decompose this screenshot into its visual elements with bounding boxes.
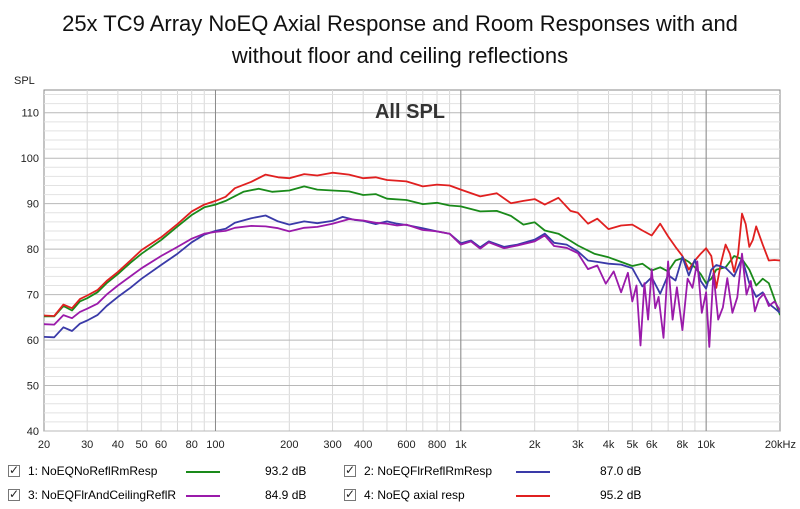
x-tick-label: 60 [155, 439, 167, 451]
y-tick-label: 80 [27, 244, 39, 256]
x-tick-labels: 20 30 40 50 60 80 100 200 300 400 600 800 1k 2k 3k 4k 5k… [38, 439, 796, 451]
x-tick-label: 400 [354, 439, 372, 451]
x-tick-label: 50 [136, 439, 148, 451]
legend-item-1[interactable]: 1: NoEQNoReflRmResp 93.2 dB [8, 463, 338, 483]
series-1-checkbox[interactable] [8, 463, 20, 477]
x-tick-label: 300 [323, 439, 341, 451]
y-tick-label: 110 [21, 108, 39, 120]
series-2-level: 87.0 dB [600, 464, 642, 478]
legend-item-4[interactable]: 4: NoEQ axial resp 95.2 dB [344, 487, 674, 507]
series-3-swatch [186, 495, 220, 497]
y-tick-labels: 40 50 60 70 80 90 100 110 [21, 108, 39, 438]
x-tick-label: 20 [38, 439, 50, 451]
x-tick-label: 100 [206, 439, 224, 451]
series-3-checkbox[interactable] [8, 487, 20, 501]
x-tick-label: 200 [280, 439, 298, 451]
legend-item-3[interactable]: 3: NoEQFlrAndCeilingReflR 84.9 dB [8, 487, 338, 507]
chart-title: 25x TC9 Array NoEQ Axial Response and Ro… [0, 8, 800, 72]
series-3-level: 84.9 dB [265, 488, 307, 502]
y-tick-label: 50 [27, 381, 39, 393]
series-line-2 [44, 214, 780, 339]
legend: 1: NoEQNoReflRmResp 93.2 dB 2: NoEQFlrRe… [0, 458, 800, 509]
series-4-checkbox[interactable] [344, 487, 356, 501]
series-line-1 [44, 185, 780, 318]
series-2-name: 2: NoEQFlrReflRmResp [364, 464, 493, 478]
x-tick-label: 1k [455, 439, 467, 451]
series-2-swatch [516, 471, 550, 473]
x-tick-label: 8k [677, 439, 689, 451]
x-tick-label: 5k [626, 439, 638, 451]
series-layer [44, 171, 780, 348]
x-tick-label: 6k [646, 439, 658, 451]
chart-title-line-1: 25x TC9 Array NoEQ Axial Response and Ro… [62, 11, 738, 36]
x-tick-label: 30 [81, 439, 93, 451]
y-axis-label: SPL [14, 75, 35, 87]
major-grid [44, 90, 780, 432]
x-tick-label: 3k [572, 439, 584, 451]
x-tick-label: 600 [397, 439, 415, 451]
x-tick-label: 20kHz [765, 439, 796, 451]
series-4-level: 95.2 dB [600, 488, 642, 502]
x-tick-label: 4k [603, 439, 615, 451]
chart-title-line-2: without floor and ceiling reflections [231, 43, 569, 68]
y-tick-label: 60 [27, 335, 39, 347]
series-3-name: 3: NoEQFlrAndCeilingReflR [28, 488, 177, 502]
x-tick-label: 10k [697, 439, 715, 451]
x-tick-label: 80 [186, 439, 198, 451]
series-line-4 [44, 171, 780, 317]
y-tick-label: 70 [27, 290, 39, 302]
y-tick-label: 40 [27, 426, 39, 438]
y-tick-label: 90 [27, 199, 39, 211]
minor-grid [44, 90, 780, 431]
x-tick-label: 40 [112, 439, 124, 451]
y-tick-label: 100 [21, 153, 39, 165]
x-tick-label: 2k [529, 439, 541, 451]
series-line-3 [44, 218, 780, 348]
all-spl-label: All SPL [375, 101, 445, 123]
series-4-name: 4: NoEQ axial resp [364, 488, 465, 502]
series-4-swatch [516, 495, 550, 497]
series-1-level: 93.2 dB [265, 464, 307, 478]
x-tick-label: 800 [428, 439, 446, 451]
series-1-name: 1: NoEQNoReflRmResp [28, 464, 158, 478]
legend-item-2[interactable]: 2: NoEQFlrReflRmResp 87.0 dB [344, 463, 674, 483]
series-2-checkbox[interactable] [344, 463, 356, 477]
series-1-swatch [186, 471, 220, 473]
